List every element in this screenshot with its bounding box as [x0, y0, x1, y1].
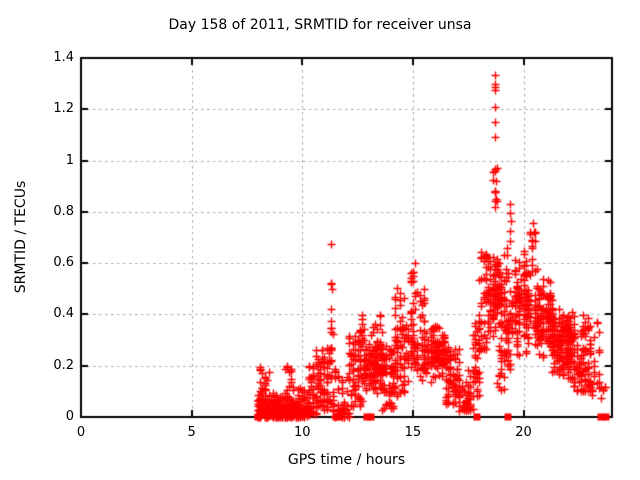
- y-tick-label: 1.4: [53, 50, 74, 65]
- x-axis-label: GPS time / hours: [287, 452, 406, 468]
- chart-title: Day 158 of 2011, SRMTID for receiver uns…: [168, 17, 472, 33]
- y-tick-label: 0.4: [53, 306, 74, 322]
- y-tick-label: 0.6: [53, 255, 74, 271]
- x-tick-label: 10: [293, 425, 311, 440]
- y-tick-label: 1.2: [53, 101, 74, 117]
- x-tick-label: 15: [404, 425, 422, 440]
- y-tick-label: 0: [65, 409, 74, 424]
- y-axis-label: SRMTID / TECUs: [13, 180, 29, 294]
- x-tick-label: 0: [76, 425, 86, 440]
- y-tick-label: 0.8: [53, 203, 74, 219]
- x-tick-label: 20: [515, 425, 532, 440]
- x-tick-label: 5: [187, 425, 196, 440]
- y-tick-label: 0.2: [53, 357, 74, 373]
- y-tick-label: 1: [65, 152, 74, 168]
